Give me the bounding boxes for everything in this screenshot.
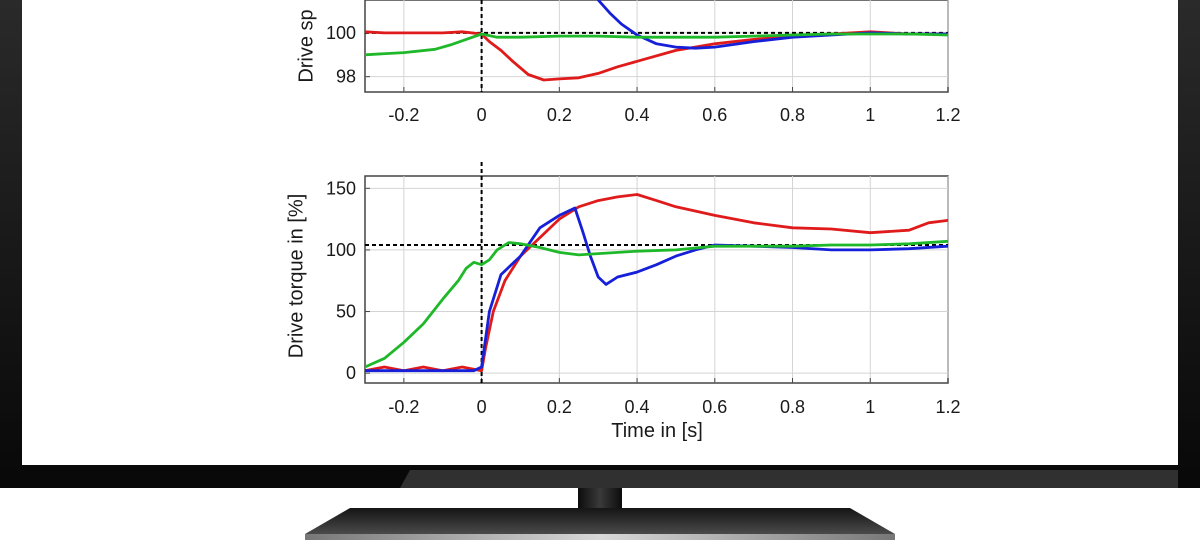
speed-series <box>365 0 948 82</box>
torque-series-green <box>365 239 948 369</box>
torque-x-tick-label: 0.8 <box>780 397 805 417</box>
speed-series-green <box>365 32 948 57</box>
torque-y-tick-label: 100 <box>326 240 356 260</box>
torque-y-tick-label: 150 <box>326 178 356 198</box>
torque-y-tick-label: 50 <box>336 302 356 322</box>
monitor-base-edge <box>305 534 895 540</box>
torque-x-tick-label: 0.4 <box>625 397 650 417</box>
torque-x-tick-label: 0 <box>477 397 487 417</box>
torque-x-axis-label: Time in [s] <box>611 420 703 442</box>
speed-y-ticks: 98 100 <box>326 23 356 87</box>
torque-chart: -0.2 0 0.2 0.4 0.6 0.8 1 1.2 0 50 100 150 Drive to… <box>285 162 961 442</box>
speed-y-axis-label: Drive sp <box>295 9 317 82</box>
speed-y-tick-label: 100 <box>326 23 356 43</box>
speed-chart: -0.2 0 0.2 0.4 0.6 0.8 1 1.2 98 100 Drive sp <box>295 0 961 125</box>
torque-x-tick-label: -0.2 <box>388 397 419 417</box>
torque-x-tick-label: 1.2 <box>935 397 960 417</box>
torque-x-tick-label: 1 <box>865 397 875 417</box>
torque-x-tick-label: 0.2 <box>547 397 572 417</box>
speed-y-tick-label: 98 <box>336 67 356 87</box>
speed-x-tick-label: 1 <box>865 105 875 125</box>
torque-y-axis-label: Drive torque in [%] <box>285 194 307 359</box>
torque-plot-area <box>364 175 949 384</box>
speed-x-tick-label: 0.4 <box>625 105 650 125</box>
speed-x-ticks: -0.2 0 0.2 0.4 0.6 0.8 1 1.2 <box>388 105 960 125</box>
speed-plot-area <box>364 0 949 93</box>
torque-y-ticks: 0 50 100 150 <box>326 178 356 383</box>
bezel-highlight <box>400 470 1178 488</box>
speed-x-tick-label: 0 <box>477 105 487 125</box>
speed-x-tick-label: -0.2 <box>388 105 419 125</box>
monitor-neck <box>578 488 622 508</box>
speed-x-tick-label: 0.2 <box>547 105 572 125</box>
speed-x-tick-label: 1.2 <box>935 105 960 125</box>
monitor-base <box>305 508 895 534</box>
torque-series <box>365 193 948 373</box>
torque-x-ticks: -0.2 0 0.2 0.4 0.6 0.8 1 1.2 <box>388 397 960 417</box>
speed-x-tick-label: 0.8 <box>780 105 805 125</box>
speed-x-tick-label: 0.6 <box>702 105 727 125</box>
torque-y-tick-label: 0 <box>346 363 356 383</box>
torque-x-tick-label: 0.6 <box>702 397 727 417</box>
